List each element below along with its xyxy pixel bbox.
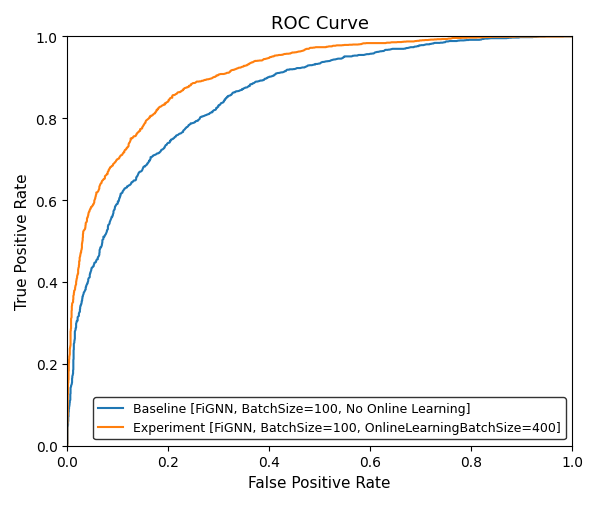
Experiment [FiGNN, BatchSize=100, OnlineLearningBatchSize=400] <box>560 34 568 40</box>
Legend: Baseline [FiGNN, BatchSize=100, No Online Learning], Experiment [FiGNN, BatchSiz: Baseline [FiGNN, BatchSize=100, No Onlin… <box>93 397 566 439</box>
Baseline [FiGNN, BatchSize=100, No Online Learning] <box>64 443 71 449</box>
Title: ROC Curve: ROC Curve <box>271 15 368 33</box>
Experiment [FiGNN, BatchSize=100, OnlineLearningBatchSize=400] <box>569 34 576 40</box>
Experiment [FiGNN, BatchSize=100, OnlineLearningBatchSize=400] <box>489 35 496 41</box>
Baseline [FiGNN, BatchSize=100, No Online Learning] <box>86 275 93 281</box>
Experiment [FiGNN, BatchSize=100, OnlineLearningBatchSize=400] <box>68 325 75 331</box>
Experiment [FiGNN, BatchSize=100, OnlineLearningBatchSize=400] <box>64 443 71 449</box>
Y-axis label: True Positive Rate: True Positive Rate <box>15 173 30 310</box>
Experiment [FiGNN, BatchSize=100, OnlineLearningBatchSize=400] <box>75 266 82 272</box>
Line: Baseline [FiGNN, BatchSize=100, No Online Learning]: Baseline [FiGNN, BatchSize=100, No Onlin… <box>68 37 572 446</box>
Baseline [FiGNN, BatchSize=100, No Online Learning] <box>197 115 205 121</box>
Experiment [FiGNN, BatchSize=100, OnlineLearningBatchSize=400] <box>221 72 228 78</box>
Baseline [FiGNN, BatchSize=100, No Online Learning] <box>491 36 498 42</box>
Experiment [FiGNN, BatchSize=100, OnlineLearningBatchSize=400] <box>170 93 178 99</box>
Baseline [FiGNN, BatchSize=100, No Online Learning] <box>569 34 576 40</box>
X-axis label: False Positive Rate: False Positive Rate <box>248 475 391 490</box>
Experiment [FiGNN, BatchSize=100, OnlineLearningBatchSize=400] <box>126 140 133 146</box>
Baseline [FiGNN, BatchSize=100, No Online Learning] <box>240 87 247 93</box>
Baseline [FiGNN, BatchSize=100, No Online Learning] <box>542 34 550 40</box>
Line: Experiment [FiGNN, BatchSize=100, OnlineLearningBatchSize=400]: Experiment [FiGNN, BatchSize=100, Online… <box>68 37 572 446</box>
Baseline [FiGNN, BatchSize=100, No Online Learning] <box>147 157 154 163</box>
Baseline [FiGNN, BatchSize=100, No Online Learning] <box>72 328 79 334</box>
